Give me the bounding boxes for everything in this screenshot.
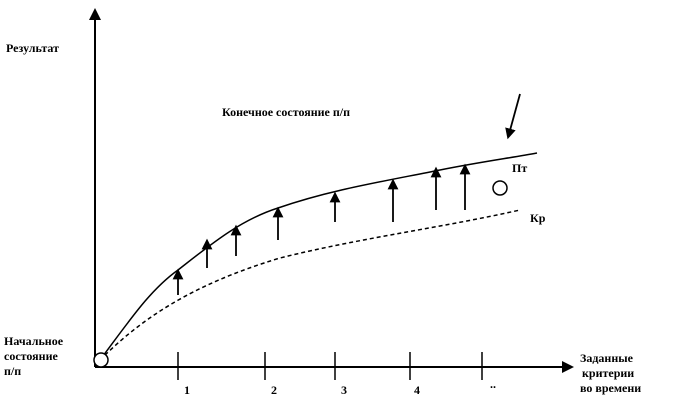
start-label: Начальное <box>4 334 64 348</box>
x-tick-label: 4 <box>414 383 420 397</box>
start-point <box>93 352 109 368</box>
x-tick-label: 2 <box>271 383 277 397</box>
upper-curve-label: Пт <box>512 161 527 175</box>
x-axis-label: Заданные <box>580 351 634 365</box>
lower-curve-label: Кр <box>530 211 546 225</box>
y-axis-label: Результат <box>6 41 59 55</box>
end-state-label: Конечное состояние п/п <box>222 105 350 119</box>
progress-arrows <box>172 93 521 295</box>
lower-curve <box>99 209 521 361</box>
start-label: состояние <box>4 349 58 363</box>
x-axis-label: критерии <box>582 366 634 380</box>
x-ticks <box>177 352 483 380</box>
upper-curve <box>99 152 538 361</box>
start-label: п/п <box>4 364 21 378</box>
marker-point <box>492 180 508 196</box>
x-axis-label: во времени <box>580 381 641 395</box>
x-tick-label: 1 <box>184 383 190 397</box>
x-tick-label: .. <box>490 377 496 391</box>
x-tick-label: 3 <box>341 383 347 397</box>
